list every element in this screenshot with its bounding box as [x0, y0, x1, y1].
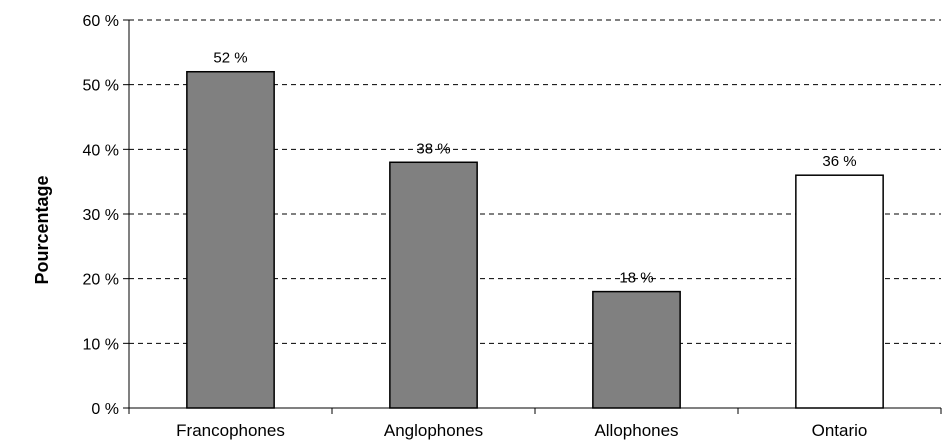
data-label: 52 % — [213, 50, 247, 67]
x-category-label: Francophones — [176, 421, 285, 440]
bar-anglophones — [389, 161, 478, 409]
labels: 0 % 10 % 20 % 30 % 40 % 50 % 60 % 52 % Francopho… — [83, 13, 868, 440]
y-tick-label: 20 % — [83, 272, 119, 289]
y-tick-label: 30 % — [83, 207, 119, 224]
bars — [186, 70, 884, 409]
axes — [123, 19, 942, 414]
y-axis-title: Pourcentage — [32, 175, 52, 284]
y-tick-label: 10 % — [83, 336, 119, 353]
bar-allophones — [592, 290, 681, 409]
x-category-label: Anglophones — [384, 421, 483, 440]
x-category-label: Ontario — [812, 421, 868, 440]
y-tick-label: 0 % — [91, 401, 119, 418]
bar-ontario — [795, 174, 884, 409]
y-tick-label: 60 % — [83, 13, 119, 30]
data-label: 18 % — [619, 270, 653, 287]
data-label: 38 % — [416, 140, 450, 157]
data-label: 36 % — [822, 153, 856, 170]
y-tick-label: 50 % — [83, 78, 119, 95]
y-tick-label: 40 % — [83, 142, 119, 159]
bar-francophones — [186, 70, 275, 409]
x-category-label: Allophones — [594, 421, 678, 440]
